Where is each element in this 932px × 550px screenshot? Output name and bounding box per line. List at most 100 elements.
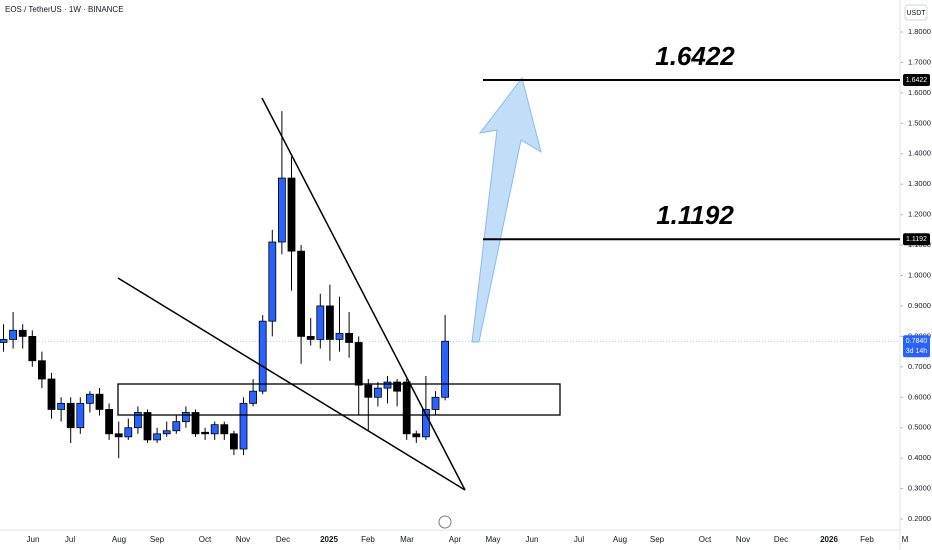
candle-body bbox=[124, 427, 133, 438]
trendline bbox=[117, 277, 466, 491]
candle-body bbox=[335, 332, 344, 340]
candle-body bbox=[86, 393, 94, 404]
arrow bbox=[471, 76, 542, 343]
x-tick-label: Sep bbox=[650, 535, 665, 544]
x-tick-label: Mar bbox=[400, 535, 414, 544]
countdown: 3d 14h bbox=[906, 348, 928, 355]
plot-area: 0.20000.30000.40000.50000.60000.70000.80… bbox=[0, 27, 931, 544]
x-tick-label: Nov bbox=[736, 535, 750, 544]
candle-body bbox=[239, 402, 248, 450]
candle-body bbox=[431, 396, 440, 410]
candle-body bbox=[354, 342, 363, 386]
last-price-box bbox=[903, 335, 930, 358]
level-price-label: 1.6422 bbox=[906, 77, 928, 84]
candle-body bbox=[191, 412, 200, 435]
x-tick-label: Apr bbox=[449, 535, 462, 544]
candle-body bbox=[316, 305, 325, 340]
y-tick-label: 0.2000 bbox=[908, 514, 931, 523]
candle-body bbox=[201, 431, 210, 435]
y-tick-label: 1.2000 bbox=[908, 210, 931, 219]
x-tick-label: Dec bbox=[774, 535, 788, 544]
candle-body bbox=[402, 381, 411, 435]
candle-body bbox=[28, 335, 37, 362]
candle-body bbox=[162, 430, 171, 435]
candle-body bbox=[441, 340, 450, 398]
level-price-box bbox=[903, 233, 930, 246]
candle-body bbox=[9, 329, 18, 340]
candle-body bbox=[114, 433, 123, 438]
support-zone bbox=[117, 383, 561, 416]
x-tick-label: Jul bbox=[65, 535, 75, 544]
candle-body bbox=[325, 305, 334, 340]
candle-body bbox=[95, 393, 104, 410]
y-tick-label: 1.4000 bbox=[908, 149, 931, 158]
candle-body bbox=[66, 402, 75, 429]
candle-body bbox=[249, 390, 258, 404]
candle-body bbox=[105, 409, 113, 435]
currency-box bbox=[904, 4, 928, 21]
candle-body bbox=[47, 378, 56, 410]
symbol-title: EOS / TetherUS · 1W · BINANCE bbox=[5, 5, 124, 14]
currency: USDT bbox=[906, 10, 926, 17]
candle-body bbox=[143, 412, 152, 441]
candle-body bbox=[57, 402, 65, 410]
y-tick-label: 0.5000 bbox=[908, 423, 931, 432]
x-tick-label: Jun bbox=[27, 535, 40, 544]
overlay: 1.6422 1.6422 1.1192 1.1192 0.7840 3d 14h bbox=[483, 41, 930, 358]
candle-body bbox=[0, 339, 8, 343]
y-tick-label: 1.0000 bbox=[908, 270, 931, 279]
level-price-label: 1.1192 bbox=[906, 236, 927, 243]
x-tick-label: M bbox=[902, 535, 909, 544]
y-tick-label: 0.4000 bbox=[908, 453, 931, 462]
level-price-box bbox=[903, 74, 930, 87]
x-tick-label: Jun bbox=[526, 535, 539, 544]
event-icon bbox=[438, 515, 452, 529]
drawings bbox=[117, 76, 561, 529]
x-tick-label: 2026 bbox=[820, 535, 838, 544]
x-tick-label: Feb bbox=[361, 535, 375, 544]
candle-body bbox=[181, 412, 190, 423]
candle-body bbox=[364, 384, 373, 398]
x-tick-label: Nov bbox=[236, 535, 250, 544]
candle-body bbox=[421, 409, 430, 438]
candle-body bbox=[277, 177, 286, 243]
candle-body bbox=[345, 332, 354, 343]
candle-body bbox=[133, 412, 142, 429]
last-price-label: 0.7840 bbox=[906, 338, 928, 345]
x-tick-label: Dec bbox=[276, 535, 290, 544]
x-tick-label: Oct bbox=[699, 535, 712, 544]
candle-body bbox=[268, 241, 277, 322]
y-tick-label: 0.7000 bbox=[908, 362, 931, 371]
y-tick-label: 1.8000 bbox=[908, 27, 931, 36]
candle-body bbox=[393, 381, 402, 392]
y-tick-label: 1.6000 bbox=[908, 88, 931, 97]
y-tick-label: 1.7000 bbox=[908, 57, 931, 66]
x-tick-label: Feb bbox=[860, 535, 874, 544]
y-tick-label: 0.9000 bbox=[908, 301, 931, 310]
candle-body bbox=[18, 329, 27, 337]
candle-body bbox=[220, 424, 229, 435]
candle-body bbox=[297, 250, 306, 337]
x-tick-label: Aug bbox=[613, 535, 627, 544]
x-tick-label: May bbox=[485, 535, 500, 544]
candle-body bbox=[383, 381, 392, 389]
level-annotation: 1.6422 bbox=[655, 41, 735, 71]
x-tick-label: Jul bbox=[574, 535, 584, 544]
x-tick-label: Aug bbox=[112, 535, 126, 544]
candle-body bbox=[306, 335, 315, 340]
candle-body bbox=[38, 360, 46, 380]
candle-body bbox=[412, 433, 421, 438]
y-tick-label: 1.5000 bbox=[908, 118, 931, 127]
y-tick-label: 0.3000 bbox=[908, 484, 931, 493]
candle-body bbox=[76, 402, 85, 429]
level-annotation: 1.1192 bbox=[656, 200, 734, 230]
candle-body bbox=[153, 433, 162, 441]
candle-body bbox=[172, 421, 181, 432]
trendline bbox=[261, 97, 466, 491]
candle-body bbox=[258, 320, 267, 392]
candle-body bbox=[210, 424, 219, 435]
y-tick-label: 1.3000 bbox=[908, 179, 931, 188]
candle-body bbox=[287, 177, 296, 252]
